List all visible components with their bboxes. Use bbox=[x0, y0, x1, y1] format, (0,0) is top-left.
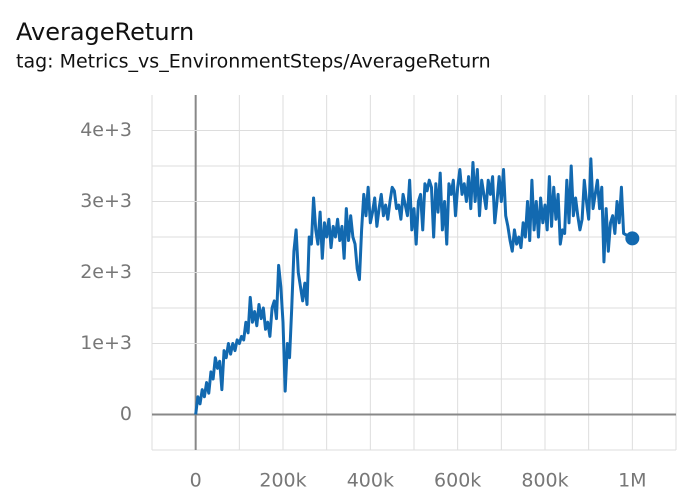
y-tick-label: 1e+3 bbox=[80, 332, 132, 354]
data-line bbox=[194, 157, 634, 415]
y-tick-label: 4e+3 bbox=[80, 119, 132, 141]
y-tick-label: 3e+3 bbox=[80, 190, 132, 212]
x-tick-label: 1M bbox=[618, 470, 646, 492]
x-tick-label: 400k bbox=[347, 470, 394, 492]
y-tick-label: 0 bbox=[120, 403, 132, 425]
x-tick-label: 600k bbox=[434, 470, 481, 492]
end-point bbox=[625, 231, 640, 246]
chart-title: AverageReturn bbox=[16, 18, 194, 46]
x-tick-label: 200k bbox=[259, 470, 306, 492]
x-tick-label: 800k bbox=[521, 470, 568, 492]
chart-subtitle: tag: Metrics_vs_EnvironmentSteps/Average… bbox=[16, 51, 491, 73]
x-tick-label: 0 bbox=[190, 470, 202, 492]
y-tick-label: 2e+3 bbox=[80, 261, 132, 283]
